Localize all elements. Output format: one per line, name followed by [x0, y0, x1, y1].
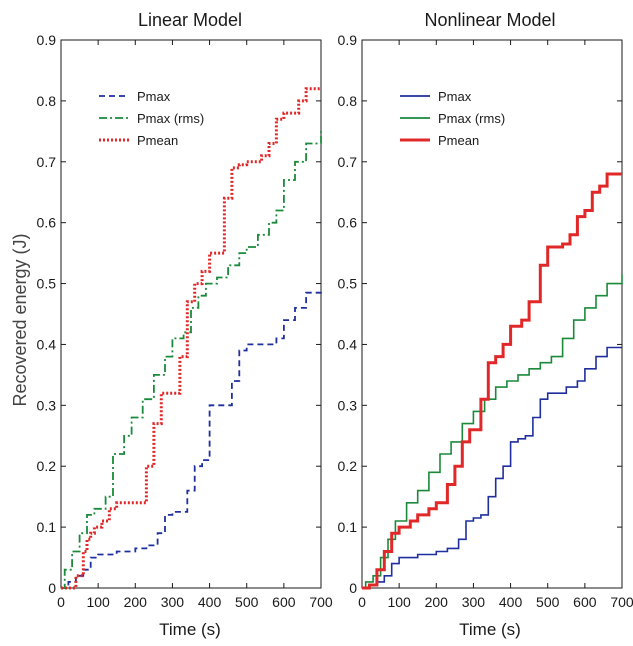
- legend-label: Pmax: [137, 89, 171, 104]
- nonlinear-y-tick-label: 0.8: [338, 93, 358, 109]
- panel-linear-title: Linear Model: [138, 10, 242, 30]
- linear-y-tick-label: 0.5: [37, 276, 57, 292]
- linear-y-tick-label: 0.6: [37, 215, 57, 231]
- linear-x-tick-label: 600: [272, 594, 296, 610]
- nonlinear-y-tick-label: 0.9: [338, 32, 358, 48]
- panel-linear: Linear Model Time (s) 0 0.1 0.2 0.3 0.4 0.5 0.…: [37, 10, 333, 639]
- legend-label: Pmax (rms): [137, 111, 204, 126]
- nonlinear-x-tick-label: 400: [499, 594, 523, 610]
- linear-legend: Pmax Pmax (rms) Pmean: [99, 89, 204, 148]
- linear-y-tick-label: 0.9: [37, 32, 57, 48]
- linear-y-tick-label: 0.7: [37, 154, 57, 170]
- figure-y-axis-label: Recovered energy (J): [10, 233, 30, 406]
- nonlinear-y-tick-label: 0.5: [338, 276, 358, 292]
- panel-nonlinear-plot: 0 0.1 0.2 0.3 0.4 0.5 0.6 0.7 0.8 0.9 0 100 200 300 40…: [338, 32, 633, 610]
- nonlinear-y-tick-label: 0.7: [338, 154, 358, 170]
- linear-x-tick-label: 500: [235, 594, 259, 610]
- nonlinear-x-tick-label: 0: [358, 594, 366, 610]
- panel-nonlinear: Nonlinear Model Time (s) 0 0.1 0.2 0.3 0.4 0.…: [338, 10, 633, 639]
- legend-label: Pmax (rms): [438, 111, 505, 126]
- linear-y-tick-label: 0: [48, 580, 56, 596]
- linear-series-pmax-line: [61, 292, 321, 589]
- nonlinear-x-tick-label: 200: [425, 594, 449, 610]
- nonlinear-x-tick-label: 300: [462, 594, 486, 610]
- nonlinear-x-tick-label: 700: [610, 594, 633, 610]
- linear-x-tick-label: 0: [57, 594, 65, 610]
- nonlinear-x-tick-label: 100: [387, 594, 411, 610]
- linear-x-tick-label: 200: [124, 594, 148, 610]
- legend-label: Pmean: [438, 133, 479, 148]
- linear-y-tick-label: 0.2: [37, 458, 57, 474]
- nonlinear-y-tick-label: 0.3: [338, 397, 358, 413]
- panel-linear-plot: 0 0.1 0.2 0.3 0.4 0.5 0.6 0.7 0.8 0.9 0 100 200 300 40…: [37, 32, 333, 610]
- linear-x-tick-label: 700: [309, 594, 333, 610]
- nonlinear-y-tick-label: 0.1: [338, 519, 358, 535]
- panel-nonlinear-title: Nonlinear Model: [424, 10, 555, 30]
- panel-linear-x-axis-label: Time (s): [159, 620, 221, 639]
- linear-x-tick-label: 100: [86, 594, 110, 610]
- panel-nonlinear-x-axis-label: Time (s): [459, 620, 521, 639]
- nonlinear-x-tick-label: 500: [536, 594, 560, 610]
- nonlinear-y-tick-label: 0: [349, 580, 357, 596]
- linear-y-tick-label: 0.4: [37, 336, 57, 352]
- nonlinear-legend: Pmax Pmax (rms) Pmean: [400, 89, 505, 148]
- linear-y-tick-label: 0.1: [37, 519, 57, 535]
- nonlinear-x-tick-label: 600: [573, 594, 597, 610]
- legend-label: Pmax: [438, 89, 472, 104]
- linear-y-tick-label: 0.3: [37, 397, 57, 413]
- nonlinear-series-pmax-line: [362, 348, 622, 589]
- linear-x-tick-label: 300: [161, 594, 185, 610]
- linear-x-tick-label: 400: [198, 594, 222, 610]
- nonlinear-series-pmax-rms-line: [362, 274, 622, 588]
- nonlinear-y-tick-label: 0.2: [338, 458, 358, 474]
- linear-y-tick-label: 0.8: [37, 93, 57, 109]
- nonlinear-y-tick-label: 0.6: [338, 215, 358, 231]
- nonlinear-y-tick-label: 0.4: [338, 336, 358, 352]
- legend-label: Pmean: [137, 133, 178, 148]
- linear-series-pmax-rms-line: [61, 131, 321, 588]
